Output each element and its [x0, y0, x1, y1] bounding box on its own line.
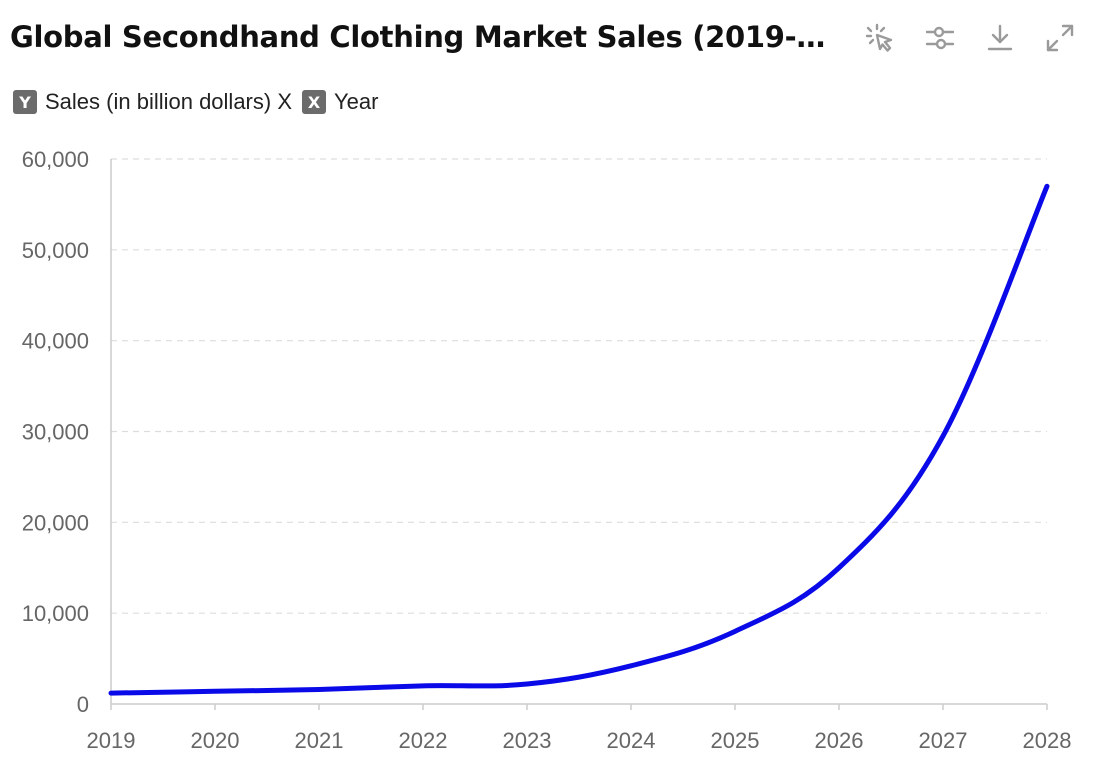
x-tick-label: 2022: [399, 728, 448, 753]
y-tick-label: 60,000: [22, 147, 89, 172]
x-tick-label: 2020: [191, 728, 240, 753]
label-layer: 0 10,000 20,000 30,000 40,000 50,000 60,000 201…: [22, 147, 1072, 753]
legend-item-y[interactable]: Y Sales (in billion dollars) X: [13, 89, 292, 115]
legend-item-x[interactable]: X Year: [302, 89, 378, 115]
y-tick-label: 0: [77, 692, 89, 717]
y-tick-label: 30,000: [22, 420, 89, 445]
y-tick-label: 40,000: [22, 329, 89, 354]
sales-series-line: [108, 183, 1050, 696]
fullscreen-button[interactable]: [1040, 18, 1080, 58]
chart-header: Global Secondhand Clothing Market Sales …: [10, 14, 1090, 62]
x-tick-label: 2024: [607, 728, 656, 753]
x-tick-label: 2027: [919, 728, 968, 753]
chart-toolbar: [860, 18, 1080, 58]
fullscreen-icon: [1046, 24, 1074, 52]
x-tick-label: 2021: [295, 728, 344, 753]
series-layer: [108, 183, 1050, 696]
settings-sliders-icon: [925, 26, 955, 50]
select-icon: [865, 23, 893, 52]
x-tick-label: 2023: [503, 728, 552, 753]
download-icon: [987, 24, 1013, 51]
x-legend-label: Year: [334, 89, 379, 114]
x-tick-label: 2025: [711, 728, 760, 753]
x-badge: X: [302, 90, 326, 114]
y-legend-label: Sales (in billion dollars) X: [45, 89, 292, 114]
y-tick-label: 10,000: [22, 601, 89, 626]
grid-layer: [111, 158, 1047, 614]
y-badge: Y: [13, 90, 37, 114]
x-tick-label: 2026: [815, 728, 864, 753]
x-tick-label: 2019: [87, 728, 136, 753]
x-tick-label: 2028: [1023, 728, 1072, 753]
select-tool-button[interactable]: [860, 18, 900, 58]
settings-button[interactable]: [920, 18, 960, 58]
y-tick-label: 50,000: [22, 238, 89, 263]
axis-layer: [110, 159, 1048, 710]
chart-legend: Y Sales (in billion dollars) X X Year: [13, 88, 378, 116]
download-button[interactable]: [980, 18, 1020, 58]
y-tick-label: 20,000: [22, 510, 89, 535]
